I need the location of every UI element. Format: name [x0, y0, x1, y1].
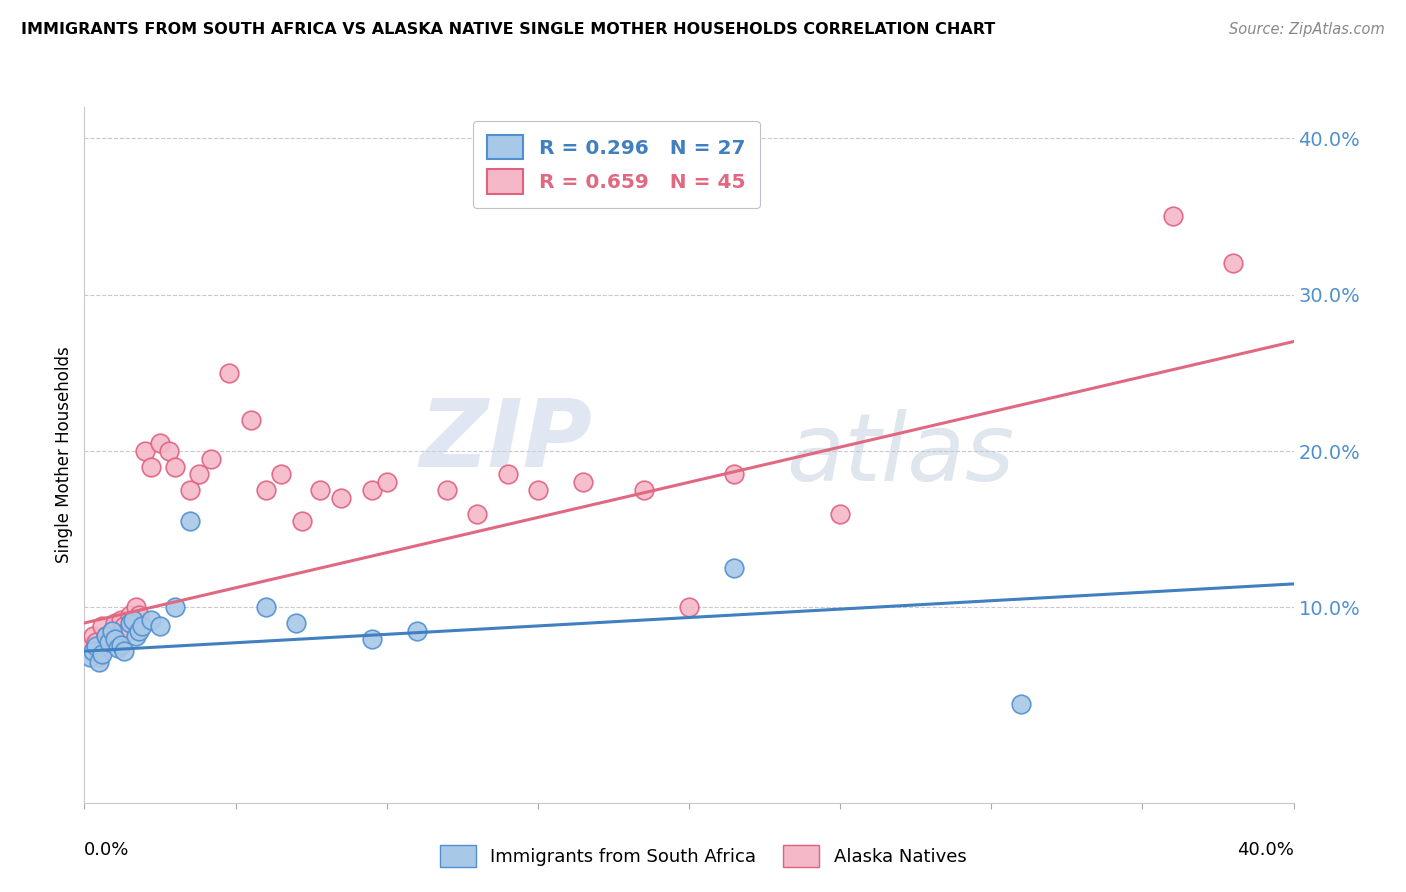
- Point: [139, 459, 162, 474]
- Point: [121, 613, 143, 627]
- Point: [107, 640, 129, 655]
- Point: [270, 467, 292, 482]
- Point: [467, 507, 489, 521]
- Point: [118, 608, 141, 623]
- Point: [112, 619, 135, 633]
- Point: [82, 628, 104, 642]
- Legend: R = 0.296   N = 27, R = 0.659   N = 45: R = 0.296 N = 27, R = 0.659 N = 45: [472, 120, 759, 208]
- Point: [723, 467, 745, 482]
- Point: [94, 628, 117, 642]
- Point: [723, 561, 745, 575]
- Point: [134, 444, 156, 458]
- Point: [830, 507, 852, 521]
- Point: [86, 640, 108, 654]
- Point: [86, 634, 108, 648]
- Point: [526, 483, 548, 497]
- Point: [79, 650, 101, 665]
- Point: [94, 628, 117, 642]
- Point: [91, 619, 114, 633]
- Point: [375, 475, 398, 490]
- Point: [163, 459, 186, 474]
- Text: 40.0%: 40.0%: [1237, 841, 1294, 859]
- Point: [112, 644, 135, 658]
- Point: [125, 600, 148, 615]
- Text: atlas: atlas: [786, 409, 1014, 500]
- Point: [139, 613, 162, 627]
- Point: [100, 624, 122, 638]
- Point: [239, 413, 262, 427]
- Point: [79, 640, 101, 654]
- Point: [121, 615, 143, 630]
- Point: [496, 467, 519, 482]
- Point: [179, 514, 201, 528]
- Point: [291, 514, 314, 528]
- Point: [131, 619, 153, 633]
- Point: [200, 451, 222, 466]
- Point: [254, 600, 277, 615]
- Point: [360, 483, 382, 497]
- Point: [179, 483, 201, 497]
- Point: [104, 632, 127, 646]
- Point: [406, 624, 429, 638]
- Point: [157, 444, 180, 458]
- Y-axis label: Single Mother Households: Single Mother Households: [55, 347, 73, 563]
- Point: [218, 366, 240, 380]
- Point: [330, 491, 353, 505]
- Point: [89, 655, 111, 669]
- Point: [360, 632, 382, 646]
- Text: 0.0%: 0.0%: [84, 841, 129, 859]
- Point: [1222, 256, 1244, 270]
- Point: [104, 615, 127, 630]
- Point: [678, 600, 700, 615]
- Point: [633, 483, 655, 497]
- Legend: Immigrants from South Africa, Alaska Natives: Immigrants from South Africa, Alaska Nat…: [432, 838, 974, 874]
- Point: [97, 632, 120, 646]
- Point: [118, 615, 141, 630]
- Point: [254, 483, 277, 497]
- Point: [188, 467, 211, 482]
- Point: [128, 608, 150, 623]
- Point: [1161, 210, 1184, 224]
- Point: [82, 644, 104, 658]
- Point: [163, 600, 186, 615]
- Point: [128, 624, 150, 638]
- Point: [149, 436, 172, 450]
- Point: [110, 638, 132, 652]
- Point: [97, 634, 120, 648]
- Text: Source: ZipAtlas.com: Source: ZipAtlas.com: [1229, 22, 1385, 37]
- Point: [149, 619, 172, 633]
- Point: [284, 615, 308, 630]
- Point: [91, 647, 114, 661]
- Point: [107, 628, 129, 642]
- Point: [115, 624, 138, 638]
- Point: [125, 628, 148, 642]
- Point: [309, 483, 332, 497]
- Text: ZIP: ZIP: [419, 395, 592, 487]
- Point: [110, 613, 132, 627]
- Point: [1010, 698, 1032, 712]
- Point: [100, 624, 122, 638]
- Text: IMMIGRANTS FROM SOUTH AFRICA VS ALASKA NATIVE SINGLE MOTHER HOUSEHOLDS CORRELATI: IMMIGRANTS FROM SOUTH AFRICA VS ALASKA N…: [21, 22, 995, 37]
- Point: [436, 483, 458, 497]
- Point: [572, 475, 595, 490]
- Point: [89, 650, 111, 665]
